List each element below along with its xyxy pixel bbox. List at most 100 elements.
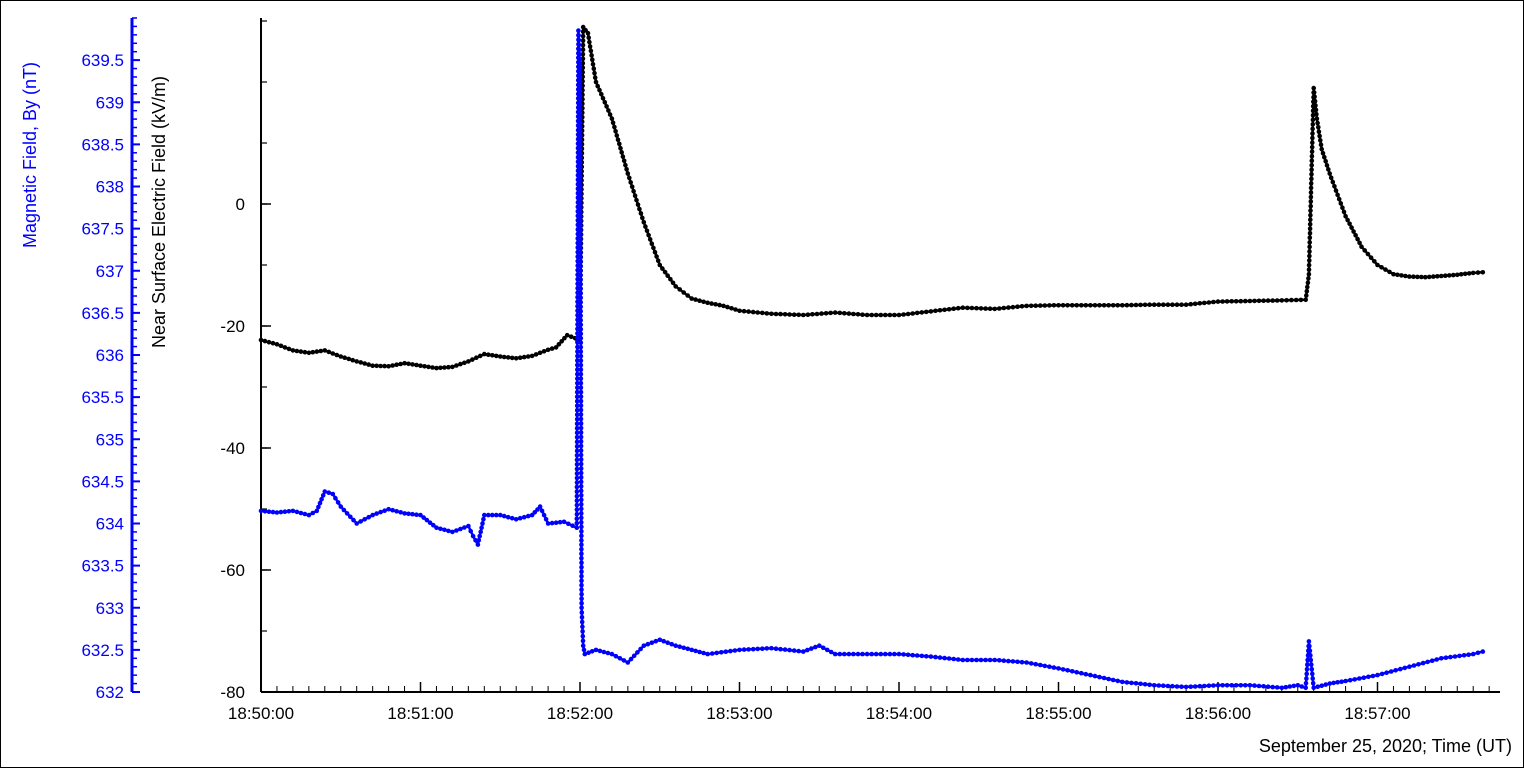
magnetic-series-point [1303,685,1308,691]
magnetic-series-point [864,651,870,657]
electric-series-point [725,304,730,310]
magnetic-series-point [1106,676,1111,682]
electric-series-point [278,343,284,349]
electric-series-point [873,312,879,318]
electric-series-point [1147,302,1152,308]
electric-series-point [624,167,629,172]
magnetic-series-point [574,439,580,445]
electric-series-point [1395,272,1400,278]
magnetic-series-point [577,115,583,121]
electric-series-point [1224,299,1230,304]
magnetic-series-point [580,624,585,629]
electric-series-point [1188,301,1193,307]
magnetic-series-point [406,511,411,517]
magnetic-series-point [1188,684,1193,689]
magnetic-series-point [1001,658,1007,663]
electric-series-point [1303,297,1308,303]
electric-series-point [851,311,856,317]
electric-series-point [1307,231,1313,236]
electric-series-point [595,83,600,89]
electric-series-point [646,232,651,238]
magnetic-series-point [665,640,670,645]
magnetic-series-point [570,523,575,528]
electric-series-point [641,220,647,225]
electric-series-point [1308,217,1313,222]
time-tick-label: 18:55:00 [1025,704,1091,723]
magnetic-series-point [737,647,742,653]
magnetic-series-point [575,353,580,359]
magnetic-series-point [965,657,970,663]
electric-series-point [631,188,636,194]
magnetic-series-point [370,512,375,518]
electric-series-point [600,96,606,101]
magnetic-series-point [933,654,938,660]
magnetic-series-point [578,281,583,287]
magnetic-series-point [1256,683,1262,689]
magnetic-series-point [578,353,584,359]
electric-series-point [1439,273,1444,279]
magnetic-series-point [579,515,584,521]
magnetic-series-point [574,489,580,494]
magnetic-series-point [1247,683,1253,688]
magnetic-series-point [697,649,702,655]
electric-series-point [334,352,340,358]
magnetic-series-point [997,658,1002,663]
magnetic-series-point [579,596,584,602]
magnetic-series-point [578,286,583,292]
magnetic-series-point [1305,657,1310,663]
electric-series-point [1427,274,1432,280]
electric-series-point [796,312,801,318]
electric-series-point [997,306,1002,311]
magnetic-series-point [578,484,584,489]
electric-series-point [914,310,920,316]
magnetic-series-point [809,646,814,651]
electric-series-point [1101,303,1107,308]
magnetic-series-point [578,317,583,323]
magnetic-tick-label: 632.5 [81,641,124,660]
electric-series-point [1462,271,1468,277]
electric-series-point [580,47,586,52]
magnetic-series-point [578,272,583,278]
electric-series-point [338,354,344,359]
electric-series-point [628,180,633,185]
time-tick-label: 18:50:00 [228,704,294,723]
electric-series-point [1399,273,1404,278]
electric-series-point [587,44,593,49]
electric-series-point [1332,184,1337,189]
electric-series-point [1138,302,1143,308]
magnetic-series-point [1010,659,1016,664]
magnetic-series-point [579,556,584,561]
magnetic-series-point [578,412,584,417]
electric-series-point [750,309,756,315]
electric-series-point [1309,172,1314,177]
electric-series-point [418,363,423,369]
magnetic-series-point [578,196,583,202]
electric-series-point [1423,274,1428,280]
electric-series-point [837,310,843,316]
magnetic-series-point [314,508,320,514]
magnetic-series-point [578,416,584,422]
electric-series-point [1311,85,1316,91]
magnetic-series-point [578,371,584,377]
electric-series-point [942,307,947,313]
magnetic-series-point [574,502,580,508]
magnetic-series-point [578,246,583,251]
electric-series-point [681,290,686,295]
electric-series-point [869,312,874,318]
magnetic-series-point [1327,681,1332,686]
magnetic-series-point [316,504,321,510]
electric-series-point [1006,305,1011,310]
electric-series-point [1042,303,1048,308]
magnetic-series-point [579,565,584,570]
magnetic-series-point [1252,683,1257,688]
electric-series-point [1466,271,1472,276]
magnetic-series-point [462,525,467,530]
magnetic-series-point [873,651,879,657]
magnetic-series-point [578,407,584,413]
magnetic-series-point [969,657,975,663]
electric-series-point [1233,299,1239,304]
magnetic-series-point [434,525,439,530]
magnetic-series-point [1310,680,1316,686]
electric-series-point [298,349,304,354]
electric-series-point [741,308,747,314]
